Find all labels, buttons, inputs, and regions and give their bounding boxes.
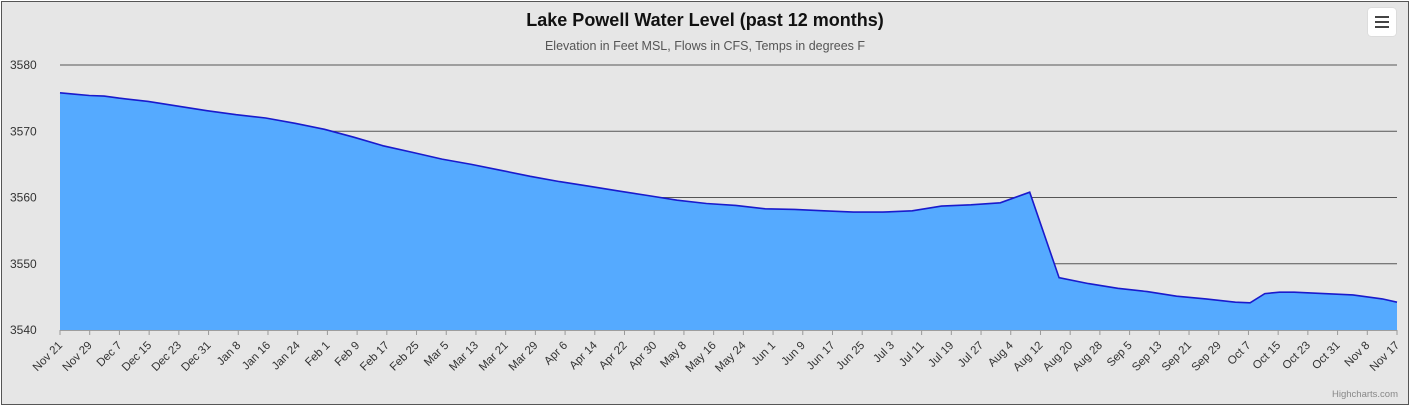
x-tick-label: Jul 3 xyxy=(871,340,897,366)
hamburger-menu-icon xyxy=(1375,16,1389,18)
x-tick-label: Apr 30 xyxy=(627,340,659,372)
elevation-line xyxy=(59,92,1398,304)
x-tick-label: Jul 19 xyxy=(926,340,956,370)
x-tick-label: Apr 22 xyxy=(597,340,629,372)
x-tick-label: Nov 29 xyxy=(61,340,95,374)
x-tick-label: Aug 12 xyxy=(1011,340,1045,374)
x-tick-label: Apr 14 xyxy=(567,339,600,372)
x-tick-label: Dec 31 xyxy=(179,340,213,374)
x-tick-label: May 24 xyxy=(713,339,749,375)
x-tick-label: Jan 24 xyxy=(270,339,303,372)
x-tick-label: Mar 13 xyxy=(447,340,481,374)
x-tick-label: Mar 21 xyxy=(477,340,511,374)
x-tick-label: Jul 11 xyxy=(897,340,927,370)
x-tick-label: Nov 21 xyxy=(31,340,65,374)
x-tick-label: Oct 23 xyxy=(1281,340,1313,372)
credits-link[interactable]: Highcharts.com xyxy=(1332,389,1398,400)
x-tick-label: Jan 16 xyxy=(240,340,273,373)
x-tick-label: Sep 29 xyxy=(1190,340,1224,374)
y-tick-label: 3550 xyxy=(10,257,37,271)
chart-title: Lake Powell Water Level (past 12 months) xyxy=(526,10,884,30)
x-tick-label: Apr 6 xyxy=(542,340,570,368)
elevation-area xyxy=(60,92,1397,330)
x-tick-label: Mar 29 xyxy=(507,340,541,374)
x-tick-label: Jun 1 xyxy=(750,340,778,368)
x-tick-label: Jul 27 xyxy=(956,340,986,370)
x-tick-label: May 16 xyxy=(684,340,719,375)
x-tick-label: Jun 25 xyxy=(834,340,867,373)
x-tick-label: Oct 15 xyxy=(1251,340,1283,372)
x-tick-label: Feb 25 xyxy=(388,340,422,374)
x-tick-label: Dec 23 xyxy=(150,340,184,374)
x-tick-label: Oct 7 xyxy=(1226,340,1254,368)
hamburger-menu-icon-bar xyxy=(1375,26,1389,28)
x-tick-label: Feb 1 xyxy=(303,340,332,369)
y-tick-label: 3570 xyxy=(10,124,37,138)
x-tick-label: Nov 17 xyxy=(1368,340,1402,374)
x-tick-label: Oct 31 xyxy=(1310,340,1342,372)
y-tick-label: 3560 xyxy=(10,191,37,205)
x-tick-label: Jun 17 xyxy=(805,340,838,373)
x-tick-label: Aug 20 xyxy=(1041,340,1075,374)
y-tick-label: 3580 xyxy=(10,58,37,72)
x-tick-label: Feb 17 xyxy=(358,340,392,374)
x-tick-label: Dec 15 xyxy=(120,340,154,374)
hamburger-menu-icon-bar xyxy=(1375,21,1389,23)
x-tick-label: Sep 13 xyxy=(1130,340,1164,374)
chart-menu-button[interactable] xyxy=(1368,8,1396,36)
chart-subtitle: Elevation in Feet MSL, Flows in CFS, Tem… xyxy=(544,39,866,53)
y-tick-label: 3540 xyxy=(10,323,37,337)
x-tick-label: Aug 28 xyxy=(1071,340,1105,374)
x-tick-label: Sep 21 xyxy=(1160,340,1194,374)
